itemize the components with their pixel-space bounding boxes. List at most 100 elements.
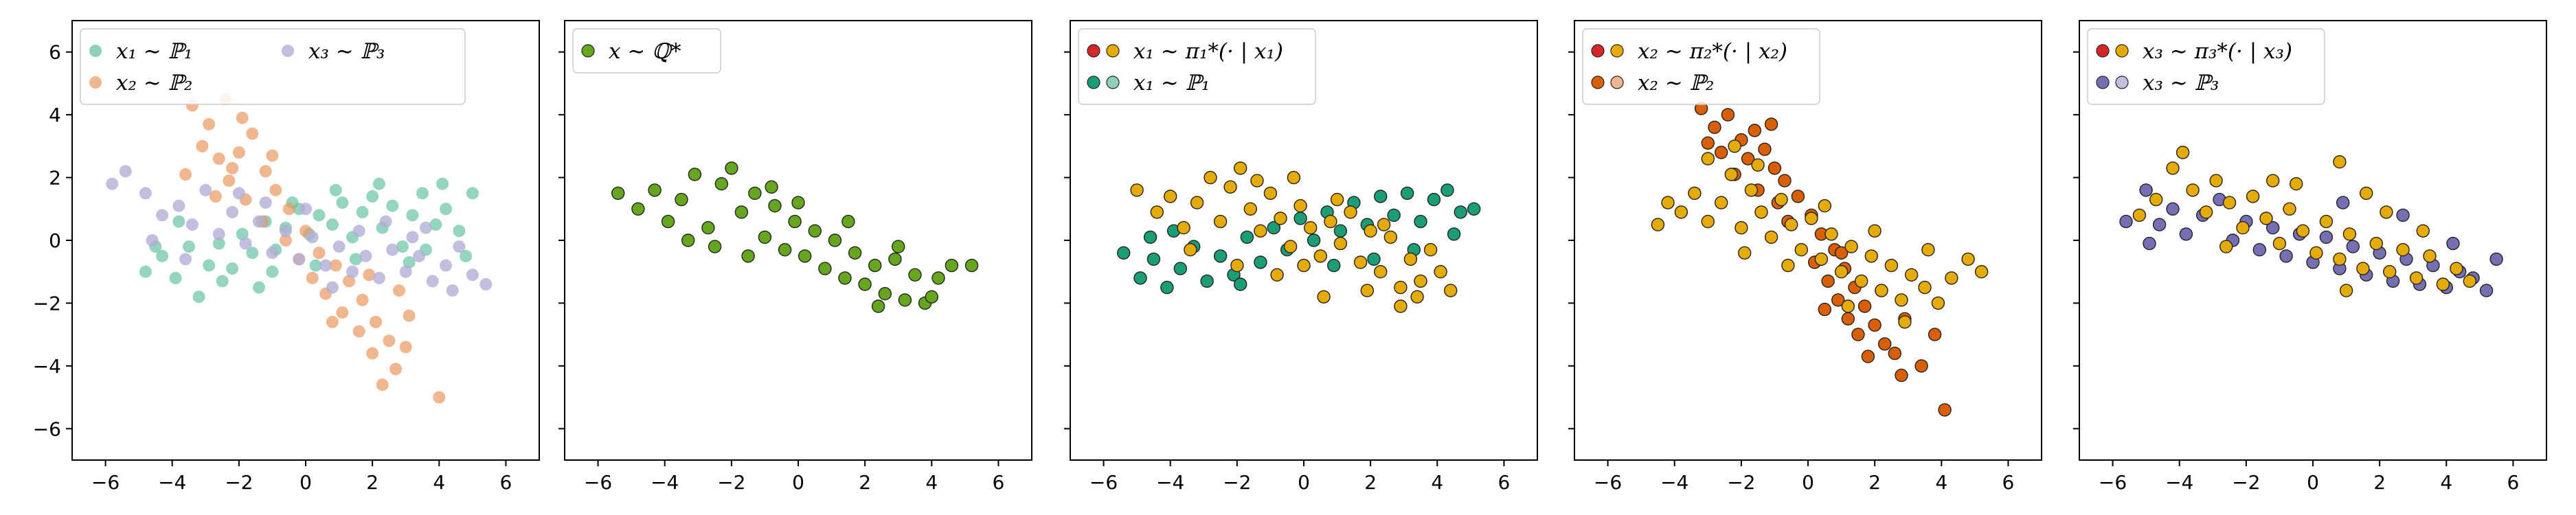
scatter-point — [2346, 240, 2360, 253]
scatter-point — [1160, 280, 1174, 295]
legend-marker — [1087, 76, 1100, 89]
scatter-point — [1447, 227, 1461, 241]
x-tick-label: 0 — [1802, 471, 1814, 494]
x-tick-label: 6 — [993, 471, 1005, 494]
scatter-point — [1778, 174, 1792, 187]
legend-label: x₃ ∼ ℙ₃ — [2143, 71, 2219, 95]
scatter-point — [1373, 190, 1388, 203]
scatter-point — [1651, 218, 1665, 231]
scatter-point — [2333, 252, 2347, 266]
scatter-point — [426, 275, 439, 288]
scatter-point — [858, 277, 872, 291]
scatter-point — [306, 231, 319, 244]
scatter-point — [366, 190, 379, 203]
scatter-point — [1313, 249, 1328, 263]
scatter-point — [309, 259, 322, 272]
scatter-point — [253, 281, 265, 294]
scatter-point — [246, 247, 259, 260]
x-tick-label: 4 — [1431, 471, 1443, 494]
scatter-point — [611, 186, 625, 201]
x-tick-label: −2 — [2232, 471, 2260, 494]
scatter-point — [871, 299, 885, 313]
y-tick-label: −2 — [33, 292, 61, 314]
scatter-point — [908, 268, 922, 282]
chart-panel-3: −6 −4 −2 0 2 4 6 x₁ ∼ ℙ₁ x₁ ∼ π₁*(· | x₁) — [1064, 20, 1538, 494]
scatter-point — [1751, 158, 1765, 172]
scatter-point — [945, 258, 959, 273]
scatter-point — [1434, 265, 1447, 279]
scatter-point — [2199, 205, 2213, 219]
scatter-point — [1283, 240, 1298, 253]
scatter-point — [326, 315, 339, 328]
x-tick-label: 0 — [300, 471, 312, 494]
legend-marker — [1610, 76, 1624, 89]
scatter-point — [648, 183, 662, 197]
scatter-point — [888, 252, 902, 266]
legend-box — [2087, 28, 2325, 105]
scatter-point — [2479, 284, 2494, 297]
scatter-point — [1764, 230, 1778, 244]
legend: x₁ ∼ ℙ₁ x₁ ∼ π₁*(· | x₁) — [1078, 28, 1316, 105]
scatter-point — [1307, 233, 1321, 247]
legend-marker — [2096, 44, 2110, 58]
scatter-point — [898, 293, 912, 307]
scatter-point — [156, 209, 169, 222]
scatter-point — [386, 199, 399, 212]
legend-marker — [1106, 76, 1120, 89]
scatter-point — [1270, 268, 1284, 282]
scatter-point — [1884, 258, 1899, 273]
scatter-point — [1190, 196, 1204, 209]
scatter-point — [326, 281, 339, 294]
scatter-point — [791, 196, 805, 209]
series-2 — [1130, 161, 1458, 313]
scatter-point — [1133, 271, 1147, 285]
legend-marker — [2096, 76, 2110, 89]
scatter-point — [1177, 221, 1190, 235]
scatter-point — [841, 214, 855, 229]
scatter-point — [1834, 246, 1849, 260]
scatter-point — [1868, 224, 1882, 238]
scatter-point — [818, 262, 832, 275]
scatter-point — [293, 253, 306, 266]
scatter-point — [878, 287, 892, 301]
scatter-point — [1688, 186, 1702, 201]
scatter-point — [1754, 205, 1768, 219]
scatter-point — [1324, 214, 1337, 229]
scatter-point — [223, 174, 236, 187]
scatter-point — [1824, 227, 1838, 241]
x-tick-label: −6 — [1594, 471, 1622, 494]
scatter-point — [356, 205, 369, 218]
series-1 — [611, 161, 979, 313]
scatter-point — [282, 203, 295, 216]
chart-panel-2: −6 −4 −2 0 2 4 6 x ∼ ℚ* — [558, 20, 1032, 494]
scatter-point — [169, 271, 182, 284]
scatter-point — [372, 177, 385, 190]
scatter-point — [725, 161, 738, 175]
legend-box — [572, 28, 721, 73]
scatter-point — [419, 221, 432, 234]
scatter-point — [2209, 174, 2223, 187]
scatter-point — [1701, 152, 1715, 165]
scatter-point — [1230, 258, 1244, 273]
scatter-point — [1895, 368, 1908, 382]
scatter-point — [446, 284, 459, 297]
scatter-point — [2279, 249, 2293, 263]
scatter-point — [891, 240, 905, 253]
scatter-point — [1898, 315, 1912, 329]
scatter-point — [199, 183, 212, 196]
legend-label: x₁ ∼ ℙ₁ — [1133, 71, 1210, 95]
scatter-point — [329, 183, 342, 196]
scatter-point — [1223, 180, 1237, 194]
scatter-point — [2236, 221, 2250, 235]
scatter-point — [232, 187, 245, 200]
scatter-point — [279, 225, 292, 238]
scatter-point — [1805, 211, 1818, 225]
scatter-point — [765, 180, 778, 194]
scatter-point — [359, 249, 372, 262]
scatter-point — [453, 225, 466, 238]
scatter-point — [931, 271, 945, 285]
scatter-point — [1200, 274, 1214, 288]
scatter-point — [1293, 211, 1307, 225]
scatter-point — [2369, 236, 2384, 251]
scatter-point — [2356, 262, 2370, 275]
